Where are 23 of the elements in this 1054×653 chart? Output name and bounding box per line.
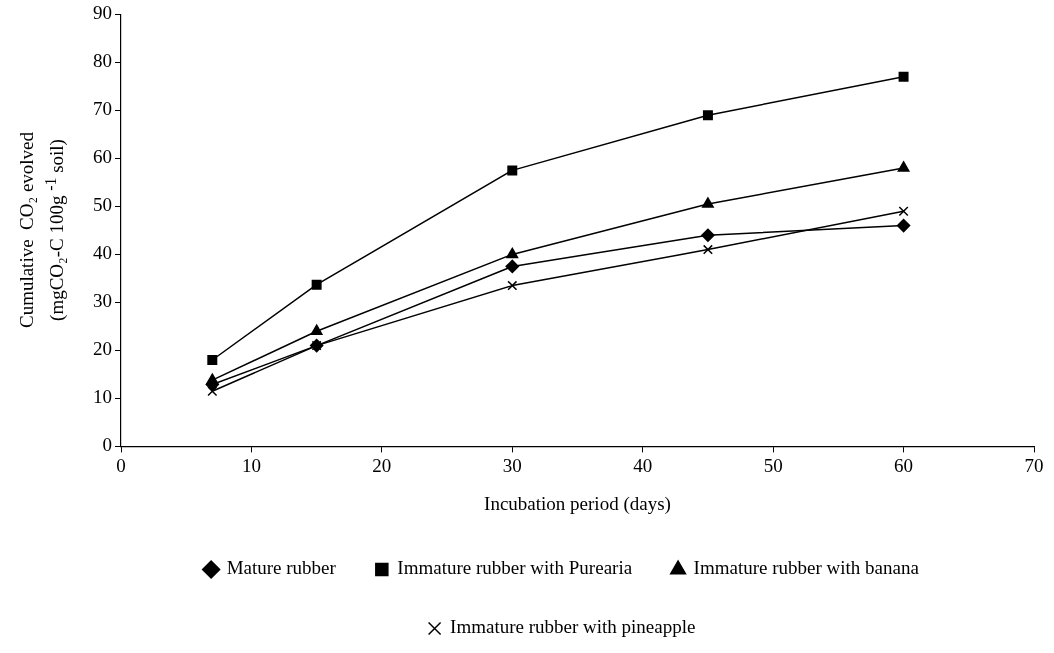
legend-label: Immature rubber with pineapple [450,616,696,638]
y-tick-label: 30 [93,290,112,312]
y-tick-label: 60 [93,146,112,168]
x-tick-label: 10 [241,454,261,476]
x-tick-label: 0 [116,454,126,476]
x-tick-label: 20 [372,454,392,476]
x-tick-label: 30 [502,454,522,476]
y-tick-label: 80 [93,50,112,72]
y-tick-label: 50 [93,194,112,216]
y-tick-label: 0 [102,434,112,456]
x-tick-label: 70 [1024,454,1044,476]
x-tick-label: 40 [633,454,653,476]
x-tick-label: 50 [763,454,783,476]
legend-label: Mature rubber [226,557,337,579]
y-tick-label: 40 [93,242,112,264]
y-tick-label: 20 [93,338,112,360]
y-tick-label: 10 [93,386,112,408]
x-axis-title: Incubation period (days) [484,492,671,515]
y-tick-label: 70 [93,98,112,120]
legend-label: Immature rubber with Purearia [397,557,633,579]
y-tick-label: 90 [93,2,112,24]
legend-label: Immature rubber with banana [693,557,920,579]
x-tick-label: 60 [894,454,914,476]
